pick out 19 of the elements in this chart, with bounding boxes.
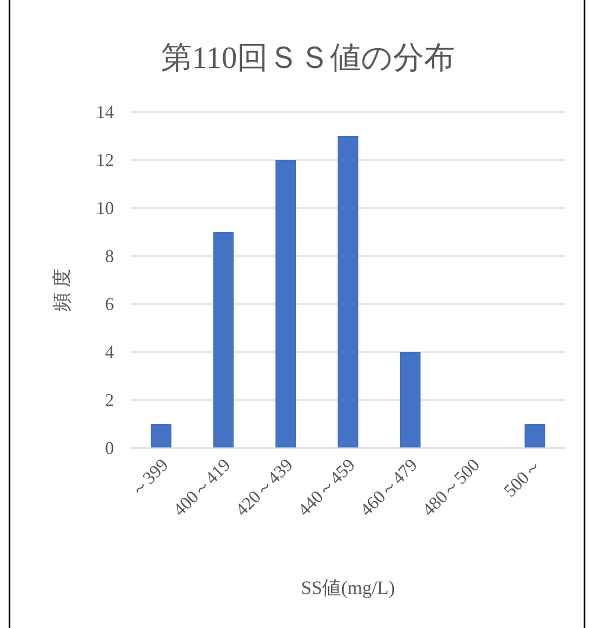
bar (213, 232, 234, 448)
bar (275, 160, 296, 448)
bar (338, 136, 358, 448)
chart-title: 第110回ＳＳ値の分布 (160, 40, 456, 75)
y-tick-label: 4 (105, 342, 114, 362)
y-tick-label: 2 (105, 390, 114, 410)
y-tick-label: 10 (96, 198, 114, 218)
y-tick-label: 8 (105, 246, 114, 266)
y-tick-label: 14 (96, 102, 114, 122)
y-tick-label: 0 (105, 438, 114, 458)
x-axis-title: SS値(mg/L) (301, 578, 395, 599)
x-tick-label: ～399 (126, 454, 172, 501)
bar (524, 424, 546, 448)
bar (150, 424, 172, 448)
x-tick-label: 500～ (500, 454, 546, 501)
y-axis-title: 頻 度 (51, 268, 73, 312)
y-tick-label: 12 (96, 150, 114, 170)
bar (400, 352, 421, 448)
y-tick-label: 6 (105, 294, 114, 314)
